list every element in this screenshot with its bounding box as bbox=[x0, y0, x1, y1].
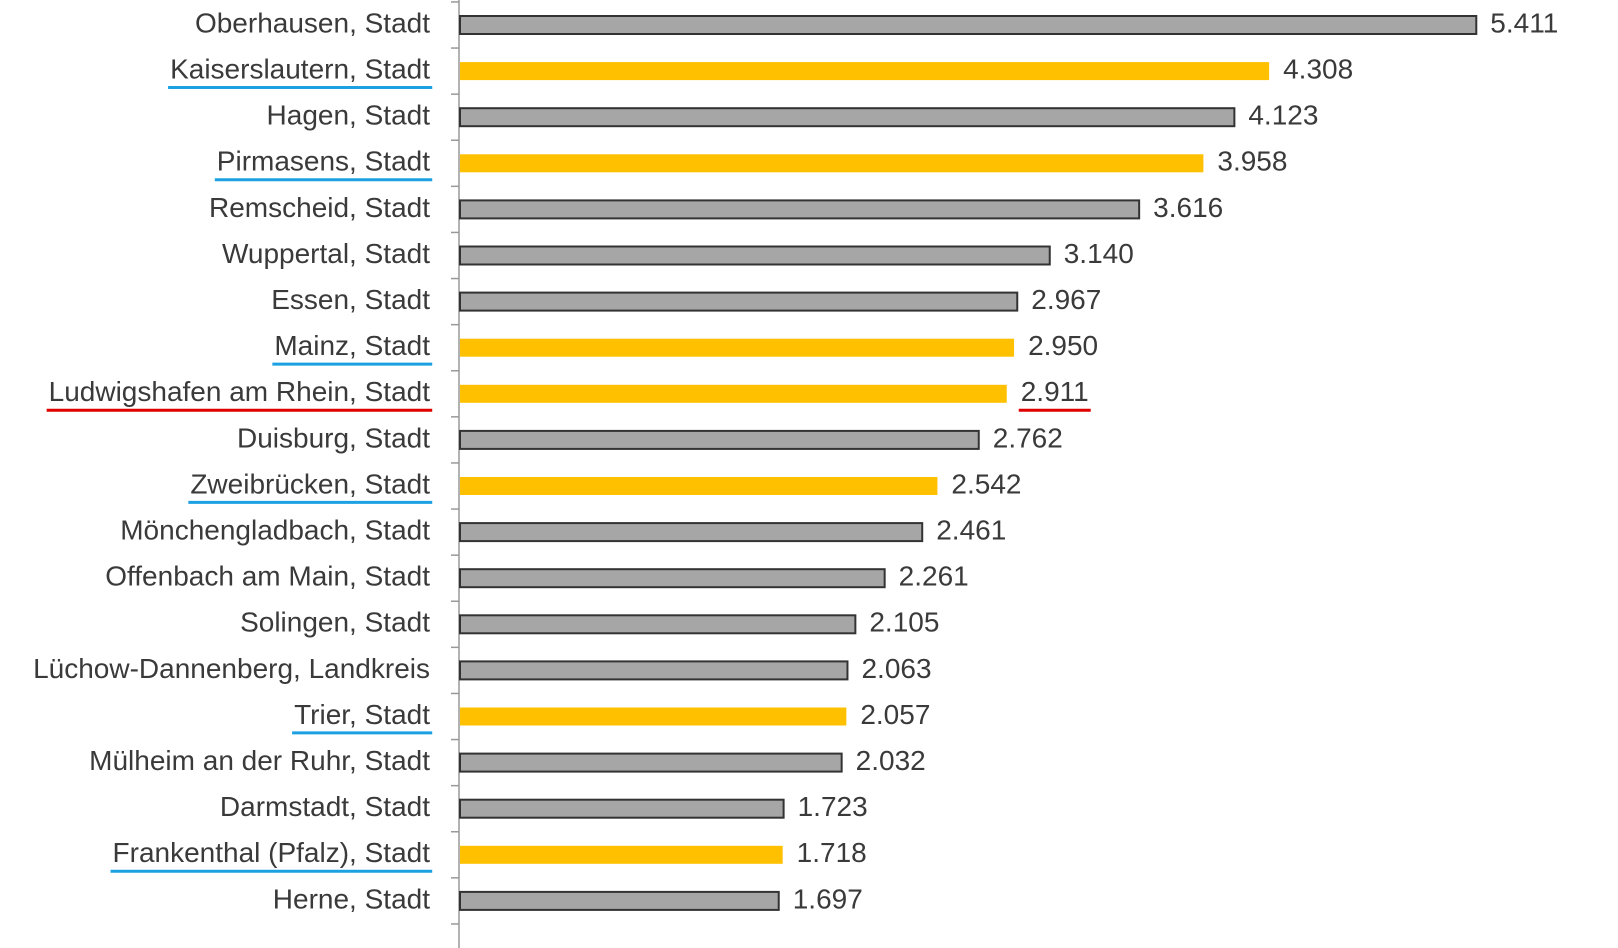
category-label: Mülheim an der Ruhr, Stadt bbox=[89, 745, 430, 776]
bar bbox=[460, 154, 1204, 173]
category-label: Mönchengladbach, Stadt bbox=[120, 514, 430, 545]
value-label: 2.105 bbox=[869, 607, 939, 638]
value-label: 2.032 bbox=[856, 745, 926, 776]
category-label: Oberhausen, Stadt bbox=[195, 7, 430, 38]
category-label: Frankenthal (Pfalz), Stadt bbox=[113, 837, 431, 868]
category-label: Remscheid, Stadt bbox=[209, 192, 430, 223]
category-label: Ludwigshafen am Rhein, Stadt bbox=[49, 376, 431, 407]
bar bbox=[460, 384, 1007, 403]
bar bbox=[459, 568, 886, 589]
value-label: 4.308 bbox=[1283, 53, 1353, 84]
bar bbox=[460, 707, 847, 726]
value-label: 2.261 bbox=[899, 561, 969, 592]
category-label: Duisburg, Stadt bbox=[237, 422, 430, 453]
value-label: 3.958 bbox=[1217, 146, 1287, 177]
bar bbox=[459, 614, 857, 635]
bar bbox=[459, 245, 1051, 266]
bar bbox=[460, 338, 1015, 357]
bar bbox=[459, 798, 785, 819]
bar bbox=[459, 522, 924, 543]
bar bbox=[459, 890, 780, 911]
bar bbox=[459, 199, 1141, 220]
bar bbox=[459, 107, 1236, 128]
value-label: 2.950 bbox=[1028, 330, 1098, 361]
category-label: Lüchow-Dannenberg, Landkreis bbox=[33, 653, 430, 684]
value-label: 3.140 bbox=[1064, 238, 1134, 269]
bar bbox=[460, 477, 938, 495]
category-label: Zweibrücken, Stadt bbox=[190, 468, 430, 499]
bar bbox=[459, 15, 1478, 35]
category-label: Darmstadt, Stadt bbox=[220, 791, 430, 822]
value-label: 1.718 bbox=[797, 837, 867, 868]
category-label: Kaiserslautern, Stadt bbox=[170, 53, 430, 84]
value-label: 2.762 bbox=[993, 422, 1063, 453]
bar bbox=[460, 845, 783, 864]
bar bbox=[459, 429, 980, 450]
value-label: 1.723 bbox=[798, 791, 868, 822]
bar bbox=[459, 291, 1019, 312]
value-label: 2.542 bbox=[951, 468, 1021, 499]
category-label: Solingen, Stadt bbox=[240, 607, 430, 638]
category-label: Trier, Stadt bbox=[294, 699, 430, 730]
category-label: Offenbach am Main, Stadt bbox=[105, 561, 430, 592]
category-label: Essen, Stadt bbox=[271, 284, 430, 315]
value-label: 2.057 bbox=[860, 699, 930, 730]
category-label: Hagen, Stadt bbox=[267, 100, 431, 131]
category-label: Mainz, Stadt bbox=[274, 330, 430, 361]
bar bbox=[460, 62, 1270, 81]
category-label: Herne, Stadt bbox=[273, 883, 430, 914]
value-label: 2.967 bbox=[1031, 284, 1101, 315]
bar bbox=[459, 660, 849, 681]
category-label: Pirmasens, Stadt bbox=[217, 146, 430, 177]
value-label: 2.461 bbox=[936, 514, 1006, 545]
value-label: 4.123 bbox=[1248, 100, 1318, 131]
category-label: Wuppertal, Stadt bbox=[222, 238, 430, 269]
value-label: 3.616 bbox=[1153, 192, 1223, 223]
value-label: 1.697 bbox=[793, 883, 863, 914]
value-label: 5.411 bbox=[1490, 7, 1558, 38]
value-label: 2.063 bbox=[861, 653, 931, 684]
bar bbox=[459, 752, 843, 773]
value-label: 2.911 bbox=[1021, 376, 1089, 407]
